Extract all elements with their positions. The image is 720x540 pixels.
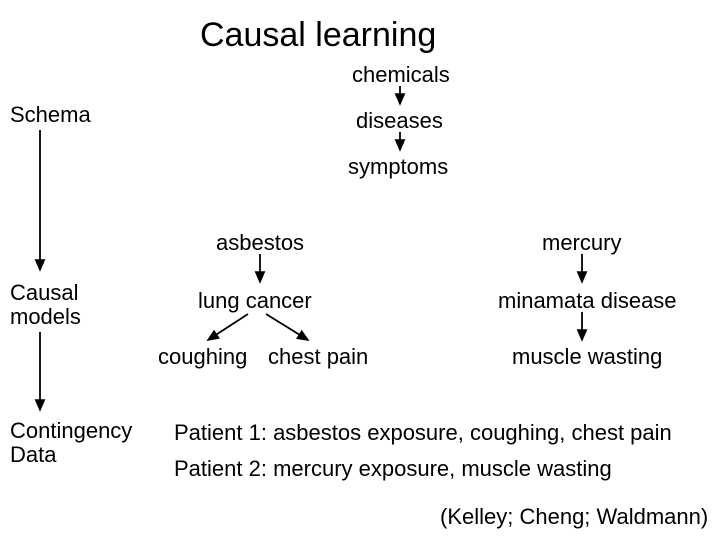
- label-contingency-line2: Data: [10, 442, 56, 468]
- page-title: Causal learning: [200, 16, 436, 55]
- node-symptoms: symptoms: [348, 154, 448, 180]
- node-diseases: diseases: [356, 108, 443, 134]
- node-lung-cancer: lung cancer: [198, 288, 312, 314]
- node-chest-pain: chest pain: [268, 344, 368, 370]
- diagram-stage: Causal learning Schema Causal models Con…: [0, 0, 720, 540]
- node-asbestos: asbestos: [216, 230, 304, 256]
- label-contingency-line1: Contingency: [10, 418, 132, 444]
- arrow: [208, 314, 248, 340]
- node-coughing: coughing: [158, 344, 247, 370]
- node-mercury: mercury: [542, 230, 621, 256]
- node-muscle-wasting: muscle wasting: [512, 344, 662, 370]
- citation: (Kelley; Cheng; Waldmann): [440, 504, 708, 530]
- arrow: [266, 314, 308, 340]
- label-causal-models-line2: models: [10, 304, 81, 330]
- node-minamata: minamata disease: [498, 288, 677, 314]
- data-patient-2: Patient 2: mercury exposure, muscle wast…: [174, 456, 612, 482]
- label-causal-models-line1: Causal: [10, 280, 78, 306]
- data-patient-1: Patient 1: asbestos exposure, coughing, …: [174, 420, 672, 446]
- node-chemicals: chemicals: [352, 62, 450, 88]
- label-schema: Schema: [10, 102, 91, 128]
